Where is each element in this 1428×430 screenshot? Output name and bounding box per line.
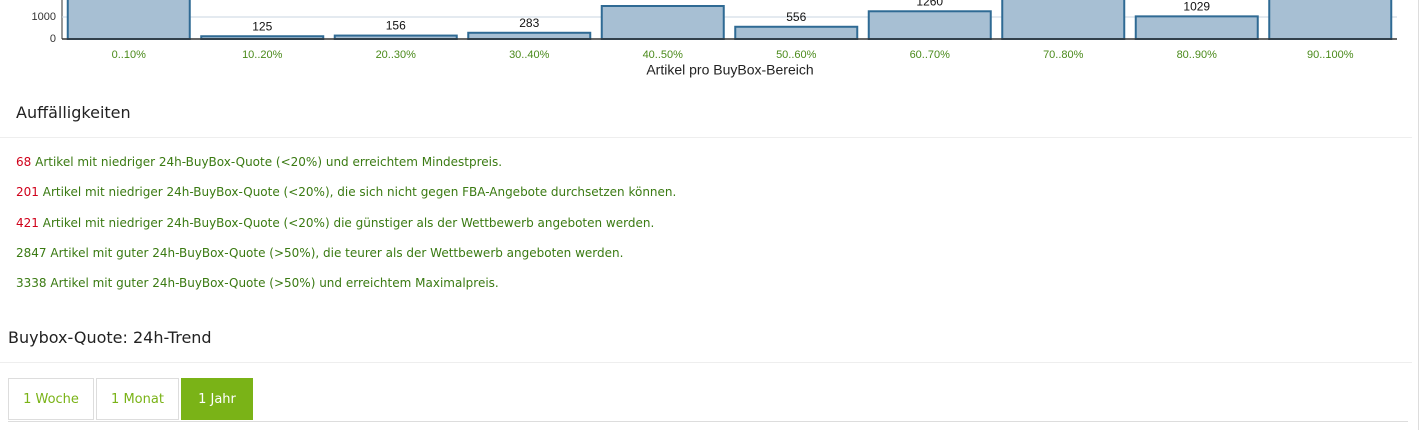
finding-text: Artikel mit niedriger 24h-BuyBox-Quote (…	[42, 185, 677, 200]
divider	[8, 421, 1408, 422]
x-axis-label: Artikel pro BuyBox-Bereich	[646, 62, 813, 78]
y-tick-label: 1000	[32, 11, 56, 23]
value-label: 1500	[649, 0, 676, 3]
bar	[66, 0, 191, 41]
bar	[734, 25, 859, 40]
section-title: Auffälligkeiten	[16, 103, 131, 122]
finding-count: 68	[16, 155, 32, 169]
finding-text: Artikel mit niedriger 24h-BuyBox-Quote (…	[42, 215, 655, 230]
scrollbar-edge	[1418, 0, 1419, 430]
finding-text: Artikel mit niedriger 24h-BuyBox-Quote (…	[35, 155, 503, 169]
x-tick-label: 90..100%	[1307, 49, 1354, 61]
x-tick-label: 60..70%	[910, 49, 951, 61]
finding-count: 201	[16, 185, 39, 200]
bar	[600, 5, 725, 40]
finding: 201 Artikel mit niedriger 24h-BuyBox-Quo…	[16, 185, 676, 199]
divider	[0, 137, 1412, 138]
bar	[467, 31, 592, 40]
bar	[867, 10, 992, 40]
divider	[0, 362, 1412, 363]
x-tick-label: 30..40%	[509, 49, 550, 61]
value-label: 283	[519, 16, 539, 30]
finding-count: 2847	[16, 245, 47, 260]
finding: 3338 Artikel mit guter 24h-BuyBox-Quote …	[16, 276, 499, 290]
tab[interactable]: 1 Monat	[96, 378, 179, 420]
bar	[1001, 0, 1126, 40]
x-tick-label: 10..20%	[242, 49, 283, 61]
finding: 2847 Artikel mit guter 24h-BuyBox-Quote …	[16, 246, 623, 260]
tab[interactable]: 1 Jahr	[181, 378, 253, 420]
value-label: 156	[386, 19, 406, 33]
finding-count: 3338	[16, 276, 47, 291]
bar	[1268, 0, 1393, 40]
finding-count: 421	[16, 215, 39, 230]
bar	[1134, 15, 1259, 40]
finding-text: Artikel mit guter 24h-BuyBox-Quote (>50%…	[50, 276, 499, 291]
section-title: Buybox-Quote: 24h-Trend	[8, 328, 212, 347]
value-label: 1260	[916, 0, 943, 8]
x-tick-label: 70..80%	[1043, 49, 1084, 61]
finding: 68 Artikel mit niedriger 24h-BuyBox-Quot…	[16, 155, 502, 169]
value-label: 125	[252, 19, 272, 33]
value-label: 1029	[1183, 0, 1210, 14]
x-tick-label: 20..30%	[376, 49, 417, 61]
x-tick-label: 80..90%	[1177, 49, 1218, 61]
y-tick-label: 2000	[32, 0, 56, 1]
tab[interactable]: 1 Woche	[8, 378, 94, 420]
finding: 421 Artikel mit niedriger 24h-BuyBox-Quo…	[16, 216, 654, 230]
x-tick-label: 0..10%	[112, 49, 146, 61]
chart: Artikel pro BuyBox-Bereich 0100020003000…	[32, 0, 1397, 78]
value-label: 556	[786, 10, 806, 24]
x-tick-label: 40..50%	[643, 49, 684, 61]
y-tick-label: 0	[50, 33, 56, 45]
x-tick-label: 50..60%	[776, 49, 817, 61]
finding-text: Artikel mit guter 24h-BuyBox-Quote (>50%…	[50, 245, 624, 260]
